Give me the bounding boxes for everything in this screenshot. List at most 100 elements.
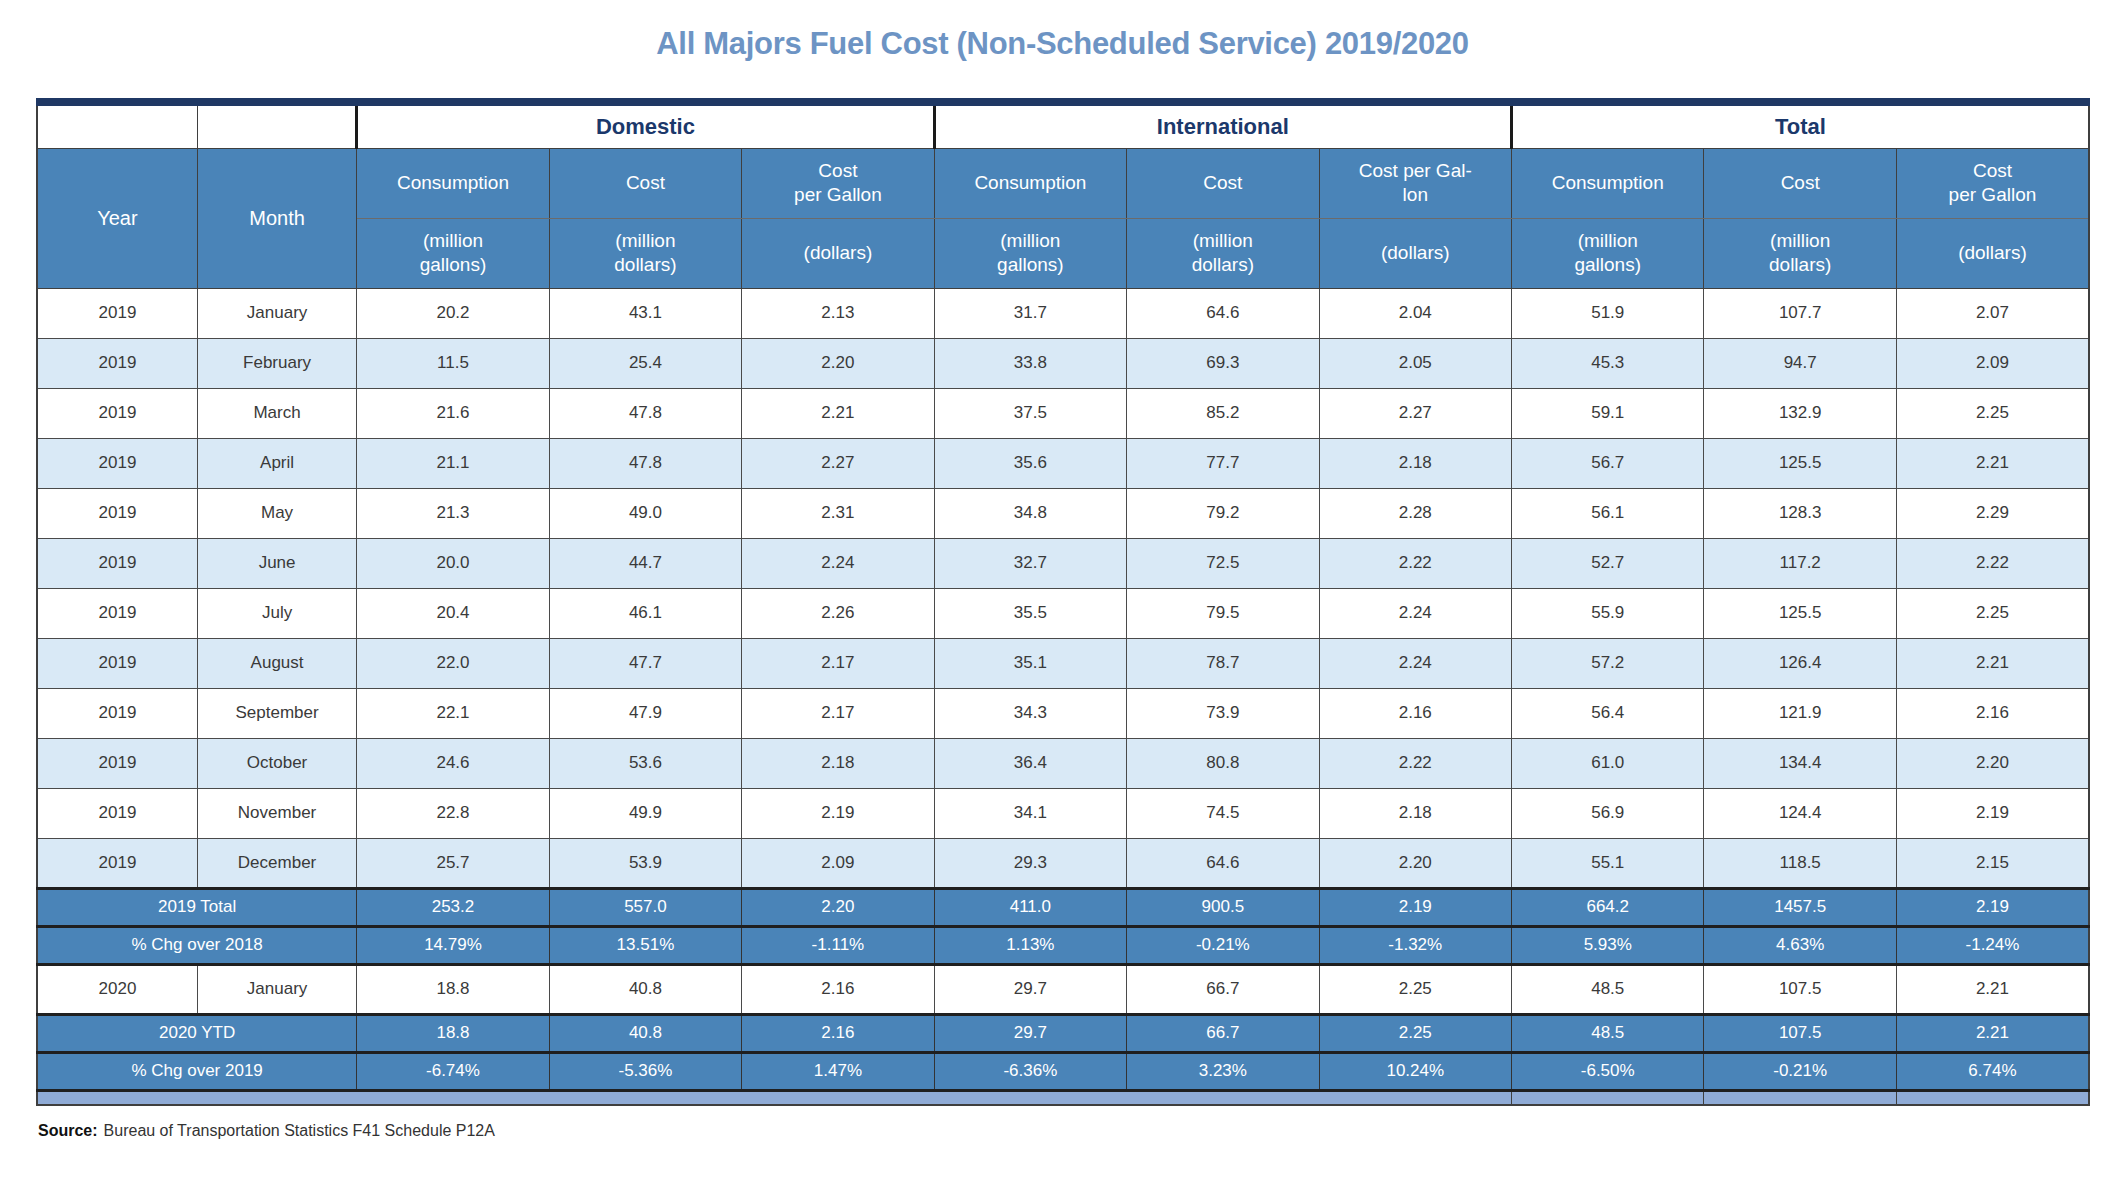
- value-cell: 49.9: [549, 788, 741, 838]
- bottom-bar-row: [37, 1090, 2089, 1105]
- summary-label-cell: % Chg over 2018: [37, 926, 357, 964]
- value-cell: 53.6: [549, 738, 741, 788]
- value-cell: 132.9: [1704, 388, 1896, 438]
- unit-dom-cost: (million dollars): [549, 218, 741, 288]
- value-cell: 13.51%: [549, 926, 741, 964]
- value-cell: 14.79%: [357, 926, 549, 964]
- value-cell: 52.7: [1512, 538, 1704, 588]
- value-cell: 56.7: [1512, 438, 1704, 488]
- month-cell: January: [197, 964, 356, 1014]
- value-cell: 25.4: [549, 338, 741, 388]
- summary-row: 2019 Total253.2557.02.20411.0900.52.1966…: [37, 888, 2089, 926]
- value-cell: 59.1: [1512, 388, 1704, 438]
- source-note: Source: Bureau of Transportation Statisti…: [38, 1122, 2125, 1140]
- year-cell: 2019: [37, 588, 197, 638]
- value-cell: 44.7: [549, 538, 741, 588]
- value-cell: 79.2: [1127, 488, 1319, 538]
- fuel-cost-table: Domestic International Total Year Month …: [36, 98, 2090, 1106]
- value-cell: 35.1: [934, 638, 1126, 688]
- unit-total-cost: (million dollars): [1704, 218, 1896, 288]
- value-cell: 2.16: [742, 1014, 934, 1052]
- year-cell: 2020: [37, 964, 197, 1014]
- value-cell: 107.5: [1704, 1014, 1896, 1052]
- value-cell: 64.6: [1127, 288, 1319, 338]
- value-cell: 69.3: [1127, 338, 1319, 388]
- value-cell: 2.28: [1319, 488, 1511, 538]
- group-blank-month: [197, 102, 356, 148]
- unit-intl-cost: (million dollars): [1127, 218, 1319, 288]
- value-cell: 124.4: [1704, 788, 1896, 838]
- value-cell: 77.7: [1127, 438, 1319, 488]
- value-cell: 2.20: [1896, 738, 2089, 788]
- data-row: 2019November22.849.92.1934.174.52.1856.9…: [37, 788, 2089, 838]
- value-cell: 18.8: [357, 964, 549, 1014]
- year-cell: 2019: [37, 338, 197, 388]
- value-cell: 40.8: [549, 1014, 741, 1052]
- value-cell: 47.7: [549, 638, 741, 688]
- source-label: Source:: [38, 1122, 98, 1139]
- value-cell: 57.2: [1512, 638, 1704, 688]
- month-cell: November: [197, 788, 356, 838]
- data-row: 2019June20.044.72.2432.772.52.2252.7117.…: [37, 538, 2089, 588]
- value-cell: 900.5: [1127, 888, 1319, 926]
- data-row: 2019May21.349.02.3134.879.22.2856.1128.3…: [37, 488, 2089, 538]
- value-cell: 56.9: [1512, 788, 1704, 838]
- value-cell: 2.24: [1319, 638, 1511, 688]
- value-cell: 22.0: [357, 638, 549, 688]
- value-cell: 61.0: [1512, 738, 1704, 788]
- group-header-row: Domestic International Total: [37, 102, 2089, 148]
- value-cell: 5.93%: [1512, 926, 1704, 964]
- value-cell: 21.3: [357, 488, 549, 538]
- value-cell: 56.1: [1512, 488, 1704, 538]
- value-cell: 107.7: [1704, 288, 1896, 338]
- value-cell: -1.24%: [1896, 926, 2089, 964]
- summary-label-cell: % Chg over 2019: [37, 1052, 357, 1090]
- header-total-cost: Cost: [1704, 148, 1896, 218]
- year-cell: 2019: [37, 688, 197, 738]
- year-cell: 2019: [37, 288, 197, 338]
- value-cell: 29.7: [934, 1014, 1126, 1052]
- value-cell: 4.63%: [1704, 926, 1896, 964]
- value-cell: 34.3: [934, 688, 1126, 738]
- month-cell: June: [197, 538, 356, 588]
- value-cell: 2.25: [1896, 588, 2089, 638]
- group-header-international: International: [934, 102, 1511, 148]
- year-cell: 2019: [37, 538, 197, 588]
- value-cell: 2.24: [742, 538, 934, 588]
- source-text: Bureau of Transportation Statistics F41 …: [104, 1122, 495, 1139]
- value-cell: 125.5: [1704, 588, 1896, 638]
- value-cell: 53.9: [549, 838, 741, 888]
- value-cell: 72.5: [1127, 538, 1319, 588]
- value-cell: 557.0: [549, 888, 741, 926]
- unit-dom-cost-per-gallon: (dollars): [742, 218, 934, 288]
- value-cell: 29.3: [934, 838, 1126, 888]
- value-cell: 134.4: [1704, 738, 1896, 788]
- value-cell: 2.21: [1896, 638, 2089, 688]
- data-row: 2019February11.525.42.2033.869.32.0545.3…: [37, 338, 2089, 388]
- value-cell: 118.5: [1704, 838, 1896, 888]
- value-cell: 2.29: [1896, 488, 2089, 538]
- value-cell: 121.9: [1704, 688, 1896, 738]
- month-cell: October: [197, 738, 356, 788]
- value-cell: 47.8: [549, 438, 741, 488]
- group-header-total: Total: [1512, 102, 2090, 148]
- value-cell: 2.20: [1319, 838, 1511, 888]
- header-intl-consumption: Consumption: [934, 148, 1126, 218]
- value-cell: 47.9: [549, 688, 741, 738]
- year-cell: 2019: [37, 488, 197, 538]
- value-cell: -6.36%: [934, 1052, 1126, 1090]
- value-cell: 34.8: [934, 488, 1126, 538]
- table-header: Domestic International Total Year Month …: [37, 102, 2089, 288]
- value-cell: 21.6: [357, 388, 549, 438]
- value-cell: -0.21%: [1704, 1052, 1896, 1090]
- value-cell: 11.5: [357, 338, 549, 388]
- value-cell: 253.2: [357, 888, 549, 926]
- month-cell: March: [197, 388, 356, 438]
- value-cell: 6.74%: [1896, 1052, 2089, 1090]
- value-cell: 43.1: [549, 288, 741, 338]
- value-cell: 2.17: [742, 688, 934, 738]
- value-cell: 34.1: [934, 788, 1126, 838]
- value-cell: 664.2: [1512, 888, 1704, 926]
- value-cell: 411.0: [934, 888, 1126, 926]
- month-cell: January: [197, 288, 356, 338]
